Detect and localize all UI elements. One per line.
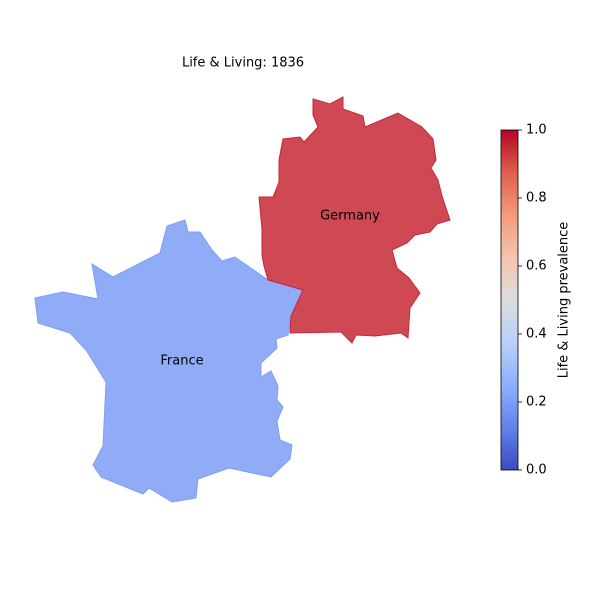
colorbar-label: Life & Living prevalence (557, 222, 572, 379)
map-title: Life & Living: 1836 (182, 56, 304, 71)
region-label: Germany (320, 209, 380, 224)
region (34, 219, 304, 503)
colorbar-tick-label: 0.4 (526, 327, 547, 342)
colorbar-tick-label: 0.6 (526, 259, 547, 274)
colorbar-tick-label: 0.8 (526, 191, 547, 206)
colorbar-tick-label: 0.0 (526, 463, 547, 478)
colorbar (500, 129, 519, 471)
colorbar-tick-label: 0.2 (526, 395, 547, 410)
region-label: France (160, 354, 203, 369)
region (258, 96, 451, 344)
colorbar-tick-label: 1.0 (526, 123, 547, 138)
